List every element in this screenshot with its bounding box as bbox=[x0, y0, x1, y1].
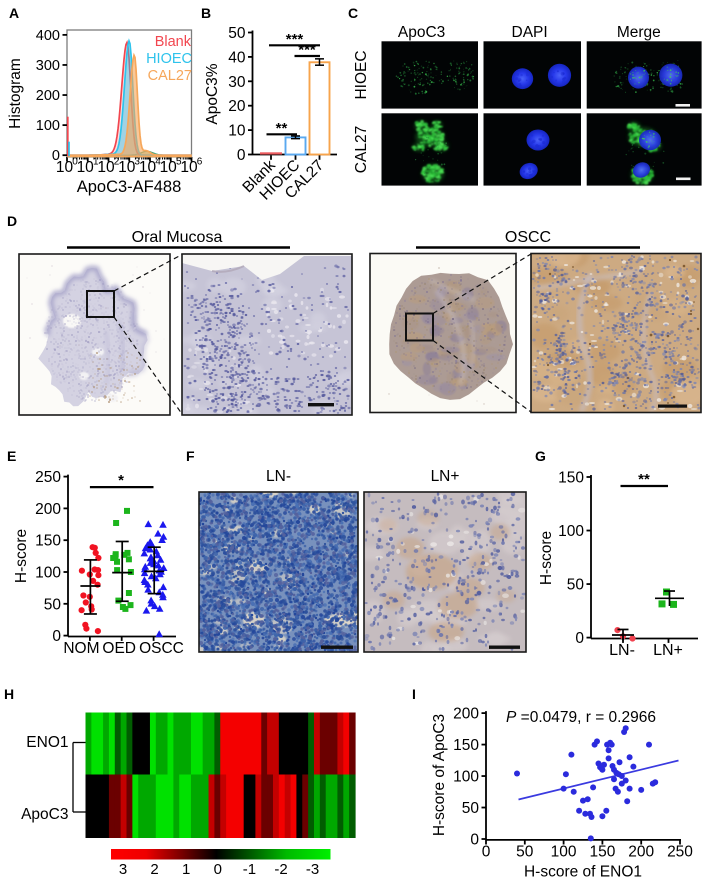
svg-text:100: 100 bbox=[35, 565, 61, 582]
svg-text:6: 6 bbox=[197, 157, 203, 168]
svg-text:HIOEC: HIOEC bbox=[146, 51, 192, 67]
svg-text:50: 50 bbox=[228, 25, 246, 42]
svg-text:ApoC3%: ApoC3% bbox=[204, 63, 221, 124]
svg-text:**: ** bbox=[276, 120, 288, 137]
svg-text:10: 10 bbox=[118, 159, 136, 176]
svg-text:ApoC3-AF488: ApoC3-AF488 bbox=[77, 178, 182, 196]
svg-text:0: 0 bbox=[237, 147, 246, 164]
svg-text:NOM: NOM bbox=[63, 640, 99, 657]
svg-text:*: * bbox=[118, 472, 124, 489]
svg-text:I: I bbox=[412, 686, 416, 702]
svg-text:OSCC: OSCC bbox=[139, 640, 184, 657]
svg-text:250: 250 bbox=[35, 469, 61, 486]
svg-text:10: 10 bbox=[97, 159, 115, 176]
svg-text:200: 200 bbox=[35, 501, 61, 518]
svg-text:100: 100 bbox=[36, 118, 60, 134]
svg-text:D: D bbox=[7, 213, 17, 229]
svg-text:CAL27: CAL27 bbox=[148, 68, 192, 84]
svg-text:30: 30 bbox=[228, 74, 246, 91]
svg-text:B: B bbox=[201, 5, 211, 21]
svg-text:F: F bbox=[186, 448, 195, 464]
svg-text:G: G bbox=[535, 448, 546, 464]
svg-text:10: 10 bbox=[77, 159, 95, 176]
svg-text:LN+: LN+ bbox=[431, 468, 460, 485]
svg-text:300: 300 bbox=[36, 58, 60, 74]
svg-text:400: 400 bbox=[36, 28, 60, 44]
svg-text:C: C bbox=[348, 5, 358, 21]
svg-text:10: 10 bbox=[56, 159, 74, 176]
svg-text:OSCC: OSCC bbox=[505, 229, 551, 246]
svg-text:10: 10 bbox=[228, 123, 246, 140]
svg-text:150: 150 bbox=[35, 533, 61, 550]
svg-text:OED: OED bbox=[102, 640, 136, 657]
svg-text:H-score: H-score bbox=[13, 529, 30, 583]
svg-text:ApoC3: ApoC3 bbox=[398, 24, 445, 41]
svg-text:Histogram: Histogram bbox=[7, 58, 24, 129]
svg-text:50: 50 bbox=[44, 596, 62, 613]
svg-text:10: 10 bbox=[180, 159, 198, 176]
svg-text:DAPI: DAPI bbox=[512, 24, 548, 41]
svg-text:CAL27: CAL27 bbox=[353, 126, 370, 173]
svg-text:HIOEC: HIOEC bbox=[353, 50, 370, 99]
svg-text:Oral Mucosa: Oral Mucosa bbox=[132, 229, 223, 246]
svg-text:40: 40 bbox=[228, 49, 246, 66]
svg-text:A: A bbox=[9, 5, 19, 21]
svg-text:Merge: Merge bbox=[617, 24, 661, 41]
svg-text:10: 10 bbox=[139, 159, 157, 176]
svg-text:0: 0 bbox=[52, 628, 61, 645]
svg-text:H: H bbox=[4, 686, 14, 702]
svg-text:LN-: LN- bbox=[266, 468, 291, 485]
svg-text:10: 10 bbox=[160, 159, 178, 176]
svg-text:200: 200 bbox=[36, 88, 60, 104]
svg-text:Blank: Blank bbox=[155, 34, 192, 50]
svg-text:***: *** bbox=[298, 42, 316, 59]
svg-text:20: 20 bbox=[228, 98, 246, 115]
svg-text:E: E bbox=[7, 448, 16, 464]
